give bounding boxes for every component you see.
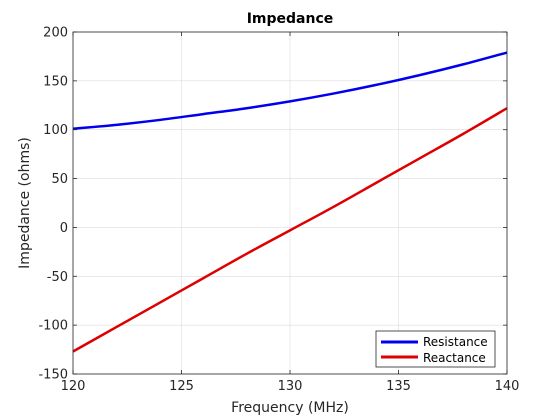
y-tick-label: -50: [47, 270, 68, 285]
y-axis-label: Impedance (ohms): [17, 137, 33, 269]
y-tick-label: -150: [38, 368, 68, 383]
x-axis-label: Frequency (MHz): [231, 400, 349, 416]
legend-label-reactance: Reactance: [423, 351, 486, 365]
series-line-resistance: [72, 51, 508, 130]
x-tick-label: 140: [495, 379, 520, 394]
series-layer: [72, 51, 508, 353]
tick-labels: 120 125 130 135 140 -150 -100 -50 0 50 100 150 200: [38, 26, 519, 395]
grid-lines: [72, 31, 508, 375]
y-tick-label: 50: [51, 172, 68, 187]
x-tick-label: 130: [278, 379, 303, 394]
series-line-reactance: [72, 107, 508, 353]
x-tick-label: 135: [386, 379, 411, 394]
x-tick-label: 120: [61, 379, 86, 394]
y-tick-label: 150: [43, 74, 68, 89]
y-tick-label: 0: [60, 221, 68, 236]
x-tick-label: 125: [169, 379, 194, 394]
chart-title: Impedance: [247, 11, 334, 27]
legend-box: [375, 330, 496, 368]
y-tick-label: 200: [43, 26, 68, 41]
y-tick-label: -100: [38, 319, 68, 334]
y-tick-label: 100: [43, 123, 68, 138]
legend: Resistance Reactance: [375, 330, 496, 368]
legend-label-resistance: Resistance: [423, 335, 488, 349]
tick-marks: [72, 31, 508, 375]
